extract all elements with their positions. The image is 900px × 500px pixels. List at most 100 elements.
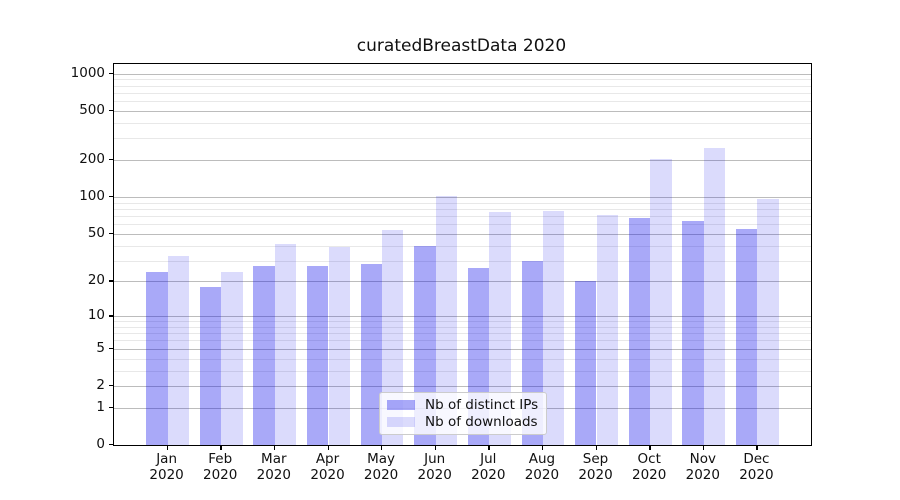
bar-sep-downloads xyxy=(596,215,618,445)
gridline-minor xyxy=(114,245,811,247)
gridline-minor xyxy=(114,260,811,262)
gridline-minor xyxy=(114,79,811,81)
gridline-minor xyxy=(114,216,811,217)
x-tick-mark xyxy=(541,445,544,450)
gridline-minor xyxy=(114,122,811,124)
plot-area xyxy=(113,63,812,446)
legend-swatch xyxy=(387,417,415,427)
y-tick-label: 5 xyxy=(96,339,105,356)
bar-apr-downloads xyxy=(328,246,350,445)
bar-jul-downloads xyxy=(489,212,511,445)
y-tick-label: 200 xyxy=(79,151,105,167)
bar-mar-ips xyxy=(253,266,275,445)
bar-apr-ips xyxy=(307,266,329,445)
y-tick-mark xyxy=(109,347,113,350)
x-tick-label: Jul 2020 xyxy=(471,451,506,483)
y-tick-mark xyxy=(109,280,113,282)
y-tick-label: 500 xyxy=(79,102,105,118)
bar-dec-downloads xyxy=(757,199,779,445)
y-tick-mark xyxy=(109,110,113,112)
x-tick-mark xyxy=(756,445,758,450)
gridline-minor xyxy=(114,101,811,103)
gridline-minor xyxy=(114,370,811,372)
bar-jan-downloads xyxy=(167,255,189,445)
x-tick-label: Aug 2020 xyxy=(524,451,560,483)
bar-feb-ips xyxy=(199,286,222,445)
y-tick-label: 50 xyxy=(87,224,105,241)
bar-aug-downloads xyxy=(542,210,565,445)
legend: Nb of distinct IPs Nb of downloads xyxy=(379,392,547,435)
x-tick-label: Dec 2020 xyxy=(739,451,774,483)
gridline-major xyxy=(114,386,811,387)
bar-sep-ips xyxy=(575,281,597,445)
y-tick-mark xyxy=(109,444,113,446)
gridline-major xyxy=(114,73,811,75)
y-tick-label: 20 xyxy=(87,272,105,289)
bar-oct-ips xyxy=(628,218,651,445)
y-tick-mark xyxy=(109,159,113,161)
x-tick-label: Oct 2020 xyxy=(632,451,667,483)
y-tick-mark xyxy=(109,196,113,198)
y-tick-mark xyxy=(109,232,113,235)
x-tick-mark xyxy=(595,445,597,450)
bar-dec-ips xyxy=(735,228,758,445)
gridline-major xyxy=(114,160,811,161)
bar-mar-downloads xyxy=(274,244,297,445)
legend-label: Nb of distinct IPs xyxy=(425,397,539,413)
x-tick-mark xyxy=(166,445,168,450)
gridline-minor xyxy=(114,358,811,360)
gridline-major xyxy=(114,348,811,350)
y-tick-label: 0 xyxy=(96,436,105,452)
x-tick-mark xyxy=(702,445,705,450)
x-tick-label: Sep 2020 xyxy=(578,451,613,483)
bars-layer xyxy=(114,64,811,445)
gridline-minor xyxy=(114,85,811,87)
gridline-minor xyxy=(114,333,811,335)
x-tick-label: Apr 2020 xyxy=(310,451,345,483)
y-tick-mark xyxy=(109,315,113,317)
chart-title: curatedBreastData 2020 xyxy=(356,36,567,56)
x-tick-mark xyxy=(434,445,437,450)
x-tick-mark xyxy=(273,445,276,450)
legend-label: Nb of downloads xyxy=(425,414,538,430)
legend-swatch xyxy=(387,400,415,410)
x-tick-mark xyxy=(649,445,651,450)
bar-may-downloads xyxy=(382,229,404,445)
gridline-minor xyxy=(114,224,811,226)
gridline-minor xyxy=(114,92,811,94)
bar-nov-downloads xyxy=(703,148,726,445)
x-tick-label: Nov 2020 xyxy=(685,451,720,483)
x-tick-mark xyxy=(381,445,383,450)
x-tick-label: Feb 2020 xyxy=(203,451,238,483)
gridline-minor xyxy=(114,138,811,140)
gridline-minor xyxy=(114,326,811,328)
gridline-major xyxy=(114,233,811,235)
gridline-minor xyxy=(114,321,811,323)
gridline-major xyxy=(114,281,811,283)
legend-item-distinct-ips: Nb of distinct IPs xyxy=(387,397,539,413)
gridline-minor xyxy=(114,340,811,342)
y-tick-mark xyxy=(109,406,113,409)
bar-may-ips xyxy=(360,264,382,445)
y-tick-label: 10 xyxy=(87,307,105,324)
y-tick-label: 2 xyxy=(96,377,105,393)
gridline-major xyxy=(114,197,811,198)
bar-nov-ips xyxy=(682,220,704,445)
x-tick-mark xyxy=(327,445,329,450)
y-tick-label: 1000 xyxy=(70,64,105,81)
x-tick-mark xyxy=(488,445,490,450)
gridline-minor xyxy=(114,202,811,204)
y-tick-mark xyxy=(109,385,113,387)
bar-oct-downloads xyxy=(650,159,672,445)
gridline-minor xyxy=(114,208,811,210)
y-tick-mark xyxy=(109,72,113,75)
gridline-major xyxy=(114,111,811,112)
y-tick-label: 1 xyxy=(96,398,105,415)
x-tick-mark xyxy=(220,445,222,450)
x-tick-label: Jan 2020 xyxy=(149,451,184,483)
x-tick-label: Mar 2020 xyxy=(256,451,291,483)
y-tick-label: 100 xyxy=(79,188,105,204)
x-tick-label: Jun 2020 xyxy=(417,451,452,483)
x-tick-label: May 2020 xyxy=(363,451,399,483)
